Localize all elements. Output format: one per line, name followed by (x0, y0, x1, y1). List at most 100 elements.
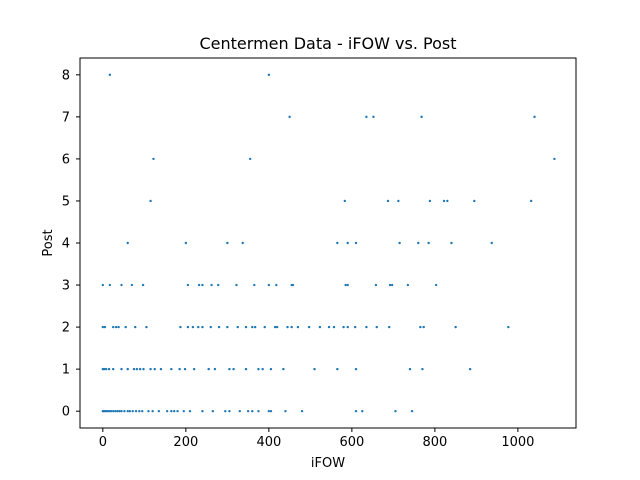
data-point (147, 409, 150, 413)
data-point (186, 283, 190, 287)
data-point (248, 157, 252, 161)
data-point (104, 367, 108, 371)
data-point (101, 325, 105, 329)
data-point (417, 241, 420, 245)
data-point (253, 283, 256, 287)
x-tick-label: 0 (99, 435, 107, 450)
data-point (124, 325, 127, 329)
data-point (419, 325, 422, 329)
data-point (165, 409, 169, 413)
data-point (159, 367, 163, 371)
data-point (232, 367, 235, 371)
data-point (450, 241, 453, 245)
data-point (153, 367, 156, 371)
data-point (257, 409, 260, 413)
data-point (192, 367, 196, 371)
data-point (170, 367, 173, 371)
data-point (213, 367, 217, 371)
data-point (120, 283, 123, 287)
x-tick-label: 1000 (501, 435, 534, 450)
data-point (388, 325, 391, 329)
data-point (454, 325, 457, 329)
data-point (390, 283, 394, 287)
data-point (120, 409, 123, 413)
data-point (386, 199, 390, 203)
data-point (251, 409, 254, 413)
data-point (141, 283, 145, 287)
data-point (130, 283, 134, 287)
data-point (244, 367, 248, 371)
data-point (149, 199, 152, 203)
data-point (346, 283, 349, 287)
data-point (354, 409, 358, 413)
data-point (246, 409, 250, 413)
data-point (251, 325, 254, 329)
data-point (343, 199, 347, 203)
data-point (236, 325, 239, 329)
y-tick-label: 5 (62, 194, 70, 209)
data-point (327, 325, 331, 329)
y-tick-label: 4 (62, 237, 70, 252)
points-layer (101, 73, 556, 413)
data-point (388, 283, 392, 287)
data-point (421, 367, 424, 371)
data-point (374, 283, 378, 287)
y-tick-label: 6 (62, 152, 70, 167)
data-point (284, 409, 287, 413)
data-point (179, 325, 182, 329)
data-point (118, 409, 121, 413)
data-point (253, 325, 257, 329)
data-point (126, 409, 129, 413)
data-point (336, 241, 339, 245)
data-point (142, 367, 145, 371)
data-point (346, 241, 349, 245)
data-point (307, 325, 311, 329)
data-point (217, 325, 221, 329)
data-point (186, 325, 190, 329)
data-point (427, 241, 430, 245)
data-point (101, 283, 105, 287)
data-point (123, 409, 126, 413)
data-point (267, 409, 271, 413)
data-point (428, 199, 432, 203)
data-point (108, 409, 111, 413)
data-point (468, 367, 472, 371)
data-point (151, 409, 154, 413)
data-point (346, 325, 349, 329)
data-point (201, 283, 204, 287)
data-point (108, 73, 112, 77)
x-axis-label: iFOW (311, 456, 345, 471)
data-point (273, 325, 277, 329)
data-point (106, 409, 110, 413)
data-point (217, 283, 220, 287)
data-point (344, 283, 347, 287)
data-point (138, 367, 142, 371)
data-point (114, 409, 117, 413)
data-point (275, 283, 278, 287)
x-tick-label: 400 (256, 435, 281, 450)
data-point (117, 325, 120, 329)
data-point (188, 409, 192, 413)
data-point (290, 325, 293, 329)
data-point (128, 409, 132, 413)
data-point (209, 325, 212, 329)
data-point (197, 283, 201, 287)
data-point (226, 241, 229, 245)
data-point (446, 199, 449, 203)
plot-area-frame (79, 57, 577, 429)
data-point (442, 199, 446, 203)
data-point (238, 409, 241, 413)
data-point (114, 325, 118, 329)
x-tick-label: 800 (422, 435, 447, 450)
y-tick-label: 7 (62, 110, 70, 125)
data-point (408, 367, 412, 371)
data-point (296, 325, 300, 329)
y-tick-label: 1 (62, 363, 70, 378)
data-point (211, 409, 215, 413)
data-point (553, 157, 556, 161)
data-point (131, 409, 134, 413)
data-point (170, 409, 173, 413)
data-point (132, 367, 136, 371)
data-point (342, 325, 345, 329)
data-point (183, 367, 187, 371)
